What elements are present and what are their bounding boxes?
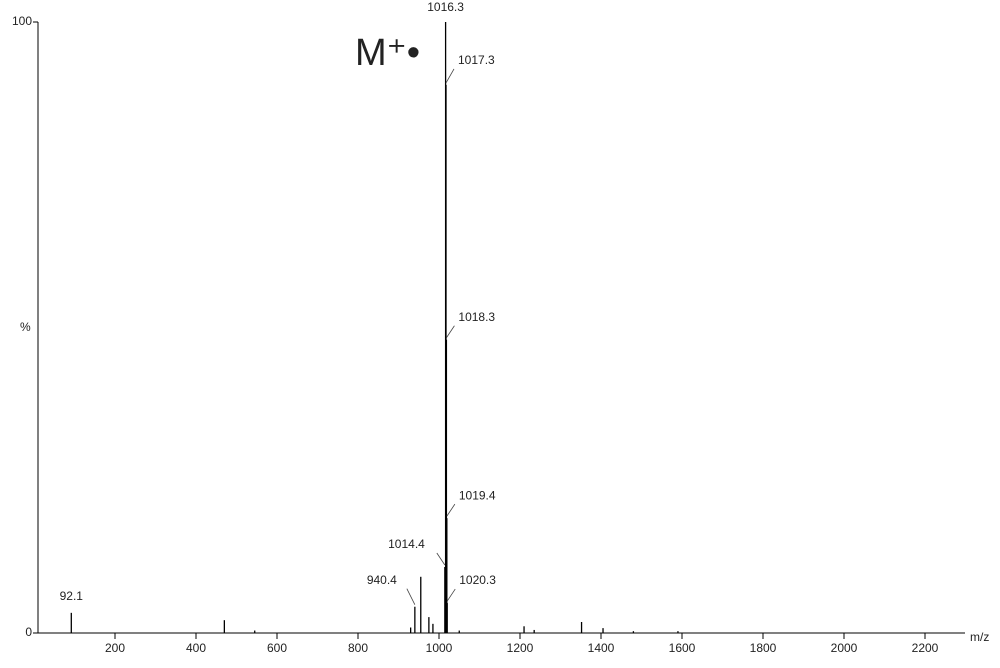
x-tick-label: 2200 — [912, 641, 939, 655]
peak-label: 92.1 — [60, 589, 84, 603]
y-tick-label: 100 — [12, 14, 32, 28]
peak-label: 1019.4 — [459, 488, 496, 502]
label-leader — [445, 68, 455, 84]
label-leader — [446, 588, 456, 602]
x-tick-label: 1200 — [507, 641, 534, 655]
x-tick-label: 600 — [267, 641, 287, 655]
label-leader — [446, 503, 456, 517]
peak-label: 940.4 — [367, 573, 397, 587]
peak-label: 1017.3 — [458, 53, 495, 67]
x-tick-label: 1400 — [588, 641, 615, 655]
x-tick-label: 200 — [105, 641, 125, 655]
label-leader — [446, 325, 455, 338]
peak-label: 1016.3 — [427, 0, 464, 14]
label-leader — [406, 588, 416, 605]
y-axis-label: % — [20, 320, 31, 334]
x-tick-label: 2000 — [831, 641, 858, 655]
x-tick-label: 400 — [186, 641, 206, 655]
peak-label: 1020.3 — [459, 573, 496, 587]
x-tick-label: 800 — [348, 641, 368, 655]
x-axis-label: m/z — [970, 630, 989, 644]
annotation: M⁺• — [355, 32, 420, 74]
x-tick-label: 1000 — [426, 641, 453, 655]
x-tick-label: 1800 — [750, 641, 777, 655]
label-leader — [436, 552, 446, 566]
y-tick-label: 0 — [25, 625, 32, 639]
peak-label: 1014.4 — [388, 537, 425, 551]
peak-label: 1018.3 — [458, 310, 495, 324]
x-tick-label: 1600 — [669, 641, 696, 655]
